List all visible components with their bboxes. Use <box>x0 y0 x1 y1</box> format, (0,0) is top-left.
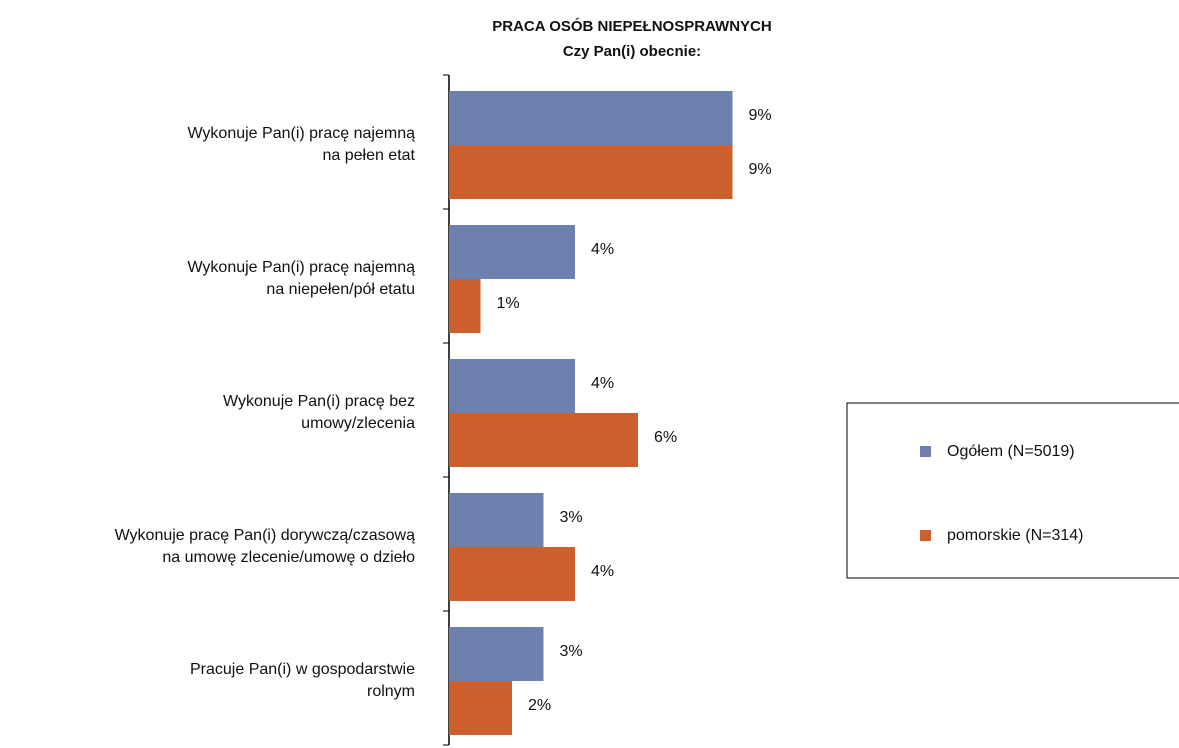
bar <box>449 681 512 735</box>
category-label: Wykonuje Pan(i) pracę najemną na pełen e… <box>187 125 415 164</box>
data-label: 2% <box>528 697 551 714</box>
legend-label: Ogółem (N=5019) <box>947 443 1075 460</box>
legend-box <box>846 402 1179 579</box>
data-label: 4% <box>591 563 614 580</box>
data-label: 9% <box>749 161 772 178</box>
data-label: 3% <box>560 509 583 526</box>
bar <box>449 359 575 413</box>
category-label: Wykonuje pracę Pan(i) dorywczą/czasową n… <box>114 527 415 566</box>
bar <box>449 493 544 547</box>
bar <box>449 413 638 467</box>
bar <box>449 627 544 681</box>
chart-title: PRACA OSÓB NIEPEŁNOSPRAWNYCH <box>492 17 771 35</box>
bar <box>449 145 733 199</box>
legend-swatch <box>920 446 931 457</box>
category-label: Wykonuje Pan(i) pracę bez umowy/zlecenia <box>223 393 415 432</box>
data-label: 4% <box>591 241 614 258</box>
bar <box>449 91 733 145</box>
category-label: Pracuje Pan(i) w gospodarstwie rolnym <box>190 661 415 700</box>
legend-swatch <box>920 530 931 541</box>
data-label: 3% <box>560 643 583 660</box>
data-label: 9% <box>749 107 772 124</box>
bar <box>449 279 481 333</box>
chart-subtitle: Czy Pan(i) obecnie: <box>563 43 701 60</box>
data-label: 6% <box>654 429 677 446</box>
legend-label: pomorskie (N=314) <box>947 527 1084 544</box>
bar <box>449 547 575 601</box>
data-label: 1% <box>497 295 520 312</box>
bar <box>449 225 575 279</box>
category-label: Wykonuje Pan(i) pracę najemną na niepełe… <box>187 259 415 298</box>
data-label: 4% <box>591 375 614 392</box>
